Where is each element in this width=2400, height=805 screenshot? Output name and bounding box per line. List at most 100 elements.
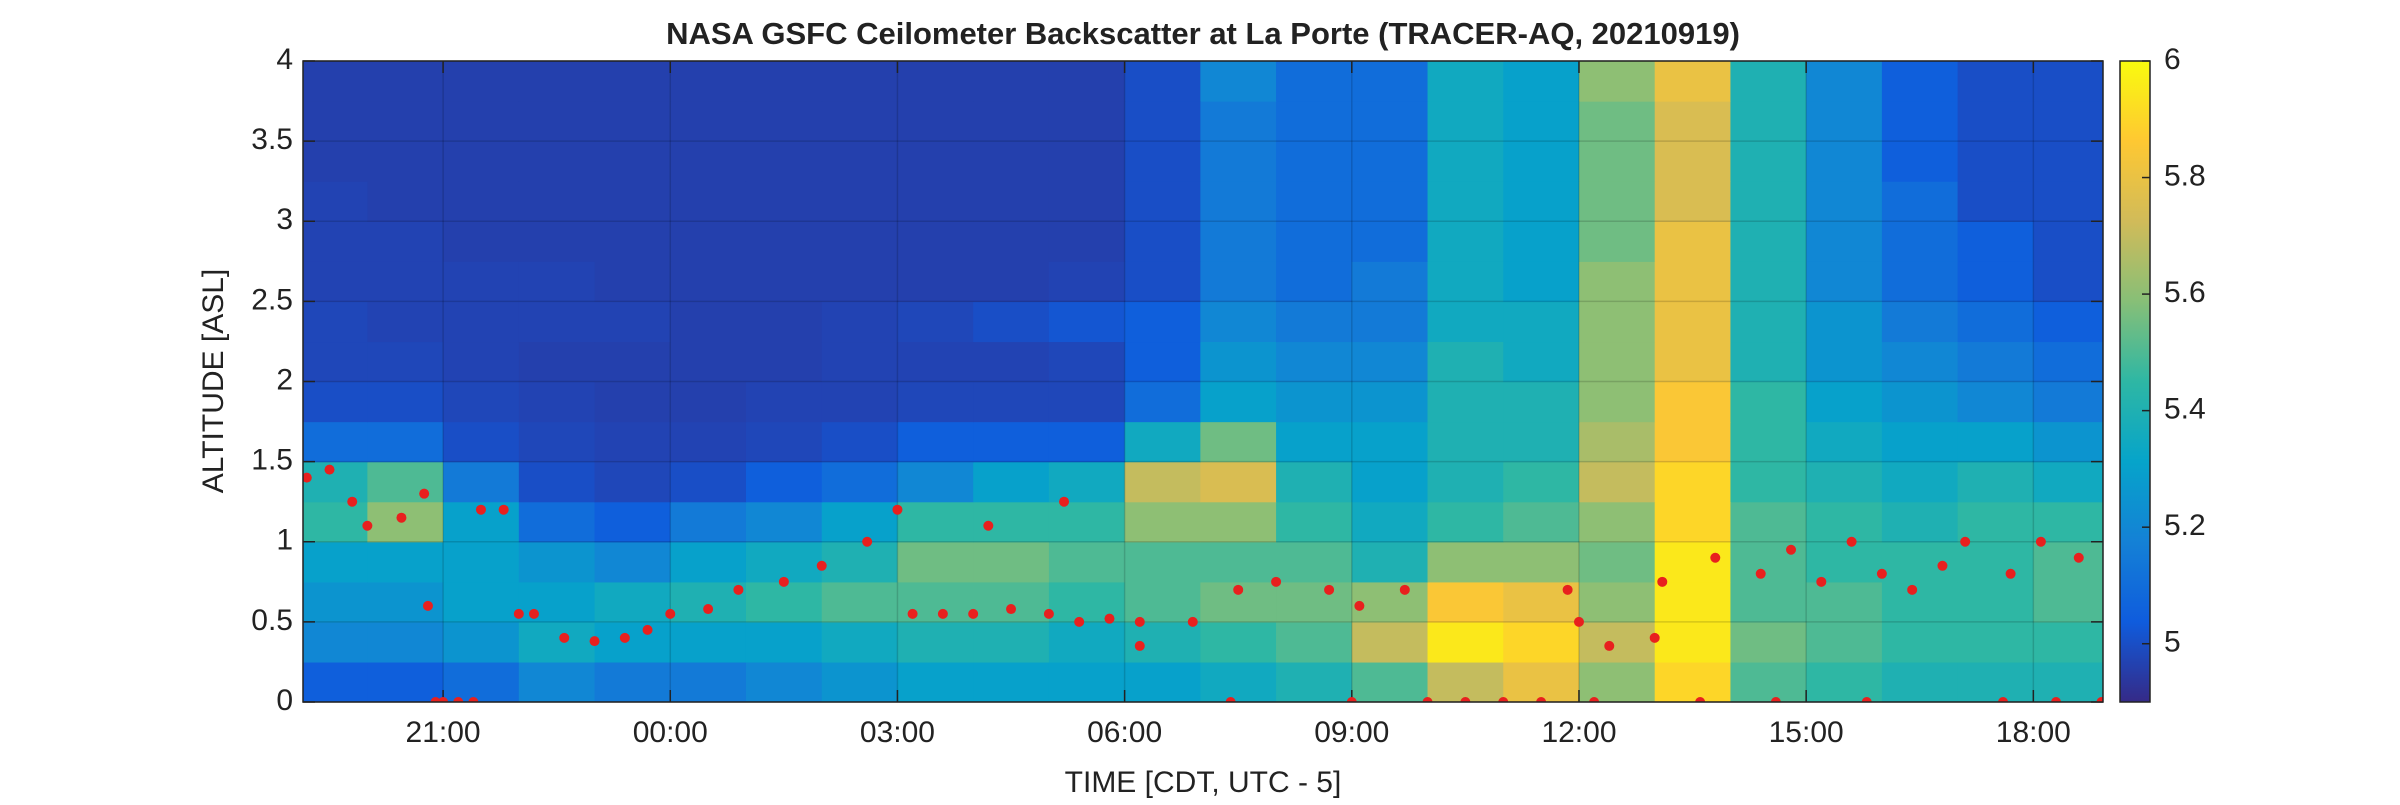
heat-cell xyxy=(821,621,899,663)
heat-cell xyxy=(745,261,823,302)
heat-cell xyxy=(1578,541,1656,583)
heat-cell xyxy=(1124,341,1201,383)
heat-cell xyxy=(973,221,1050,262)
heat-cell xyxy=(594,221,671,262)
heat-cell xyxy=(2033,341,2103,383)
mlh-point xyxy=(1998,697,2009,702)
heat-cell xyxy=(1503,501,1580,543)
heat-cell xyxy=(1730,301,1807,343)
heat-cell xyxy=(1957,381,2034,423)
heat-cell xyxy=(1351,301,1429,343)
heat-cell xyxy=(2033,581,2103,623)
mlh-point xyxy=(324,464,335,475)
heat-cell xyxy=(1200,61,1277,102)
heat-cell xyxy=(1578,501,1656,543)
heat-cell xyxy=(594,461,671,503)
heat-cell xyxy=(1730,61,1807,102)
heat-cell xyxy=(594,61,671,102)
heat-cell xyxy=(1048,381,1126,423)
mlh-point xyxy=(1816,576,1827,587)
heat-cell xyxy=(1427,141,1504,182)
heat-cell xyxy=(1806,621,1883,663)
mlh-point xyxy=(498,504,509,515)
heat-cell xyxy=(594,421,671,463)
mlh-point xyxy=(1271,576,1282,587)
heat-cell xyxy=(1124,301,1201,343)
heat-cell xyxy=(1578,101,1656,142)
heat-cell xyxy=(1503,541,1580,583)
mlh-point xyxy=(1695,697,1706,702)
heat-cell xyxy=(518,341,596,383)
heat-cell xyxy=(1881,301,1959,343)
heat-cell xyxy=(897,461,974,503)
heat-cell xyxy=(1806,501,1883,543)
heat-cell xyxy=(443,341,520,383)
heat-cell xyxy=(821,141,899,182)
heat-cell xyxy=(1957,301,2034,343)
heat-cell xyxy=(1881,61,1959,102)
heat-cell xyxy=(973,501,1050,543)
heat-cell xyxy=(973,61,1050,102)
heat-cell xyxy=(1881,101,1959,142)
heat-cell xyxy=(1654,661,1732,702)
heat-cell xyxy=(594,621,671,663)
heat-cell xyxy=(1654,221,1732,262)
heat-cell xyxy=(443,421,520,463)
heat-cell xyxy=(973,581,1050,623)
heat-cell xyxy=(1124,61,1201,102)
heat-cell xyxy=(1957,141,2034,182)
heat-cell xyxy=(1351,341,1429,383)
heat-cell xyxy=(821,541,899,583)
heat-cell xyxy=(2033,621,2103,663)
heat-cell xyxy=(1578,261,1656,302)
mlh-point xyxy=(1074,616,1085,627)
heat-cell xyxy=(897,421,974,463)
heat-cell xyxy=(1957,421,2034,463)
heat-cell xyxy=(303,381,368,423)
heat-cell xyxy=(1276,141,1353,182)
heat-cell xyxy=(1124,661,1201,702)
heat-cell xyxy=(594,181,671,222)
heat-cell xyxy=(1200,341,1277,383)
mlh-point xyxy=(862,536,873,547)
heat-cell xyxy=(1048,101,1126,142)
heat-cell xyxy=(973,541,1050,583)
mlh-point xyxy=(438,697,449,702)
mlh-point xyxy=(1960,536,1971,547)
heat-cell xyxy=(1503,221,1580,262)
heat-cell xyxy=(594,141,671,182)
heat-cell xyxy=(1351,381,1429,423)
mlh-point xyxy=(665,608,676,619)
heat-cell xyxy=(1578,621,1656,663)
heat-cell xyxy=(518,381,596,423)
colorbar-tick-label: 5 xyxy=(2164,626,2181,659)
heat-cell xyxy=(1806,541,1883,583)
heat-cell xyxy=(1427,581,1504,623)
heat-cell xyxy=(1427,421,1504,463)
heat-cell xyxy=(1427,61,1504,102)
mlh-point xyxy=(968,608,979,619)
heat-cell xyxy=(821,381,899,423)
heat-cell xyxy=(594,541,671,583)
heat-cell xyxy=(821,61,899,102)
mlh-point xyxy=(1657,576,1668,587)
heat-cell xyxy=(1654,581,1732,623)
heat-cell xyxy=(303,181,368,222)
colorbar-tick-label: 5.2 xyxy=(2164,509,2206,542)
heat-cell xyxy=(1881,381,1959,423)
heat-cell xyxy=(1048,261,1126,302)
mlh-point xyxy=(1907,584,1918,595)
mlh-point xyxy=(1422,697,1433,702)
heat-cell xyxy=(443,61,520,102)
mlh-point xyxy=(642,624,653,635)
heat-cell xyxy=(594,581,671,623)
heat-cell xyxy=(1200,421,1277,463)
x-tick-label: 12:00 xyxy=(1541,716,1616,749)
heat-cell xyxy=(2033,381,2103,423)
heat-cell xyxy=(1730,461,1807,503)
plot-frame xyxy=(302,60,2104,703)
mlh-point xyxy=(1134,616,1145,627)
heat-cell xyxy=(1124,581,1201,623)
heat-cell xyxy=(1578,661,1656,702)
heat-cell xyxy=(2033,261,2103,302)
